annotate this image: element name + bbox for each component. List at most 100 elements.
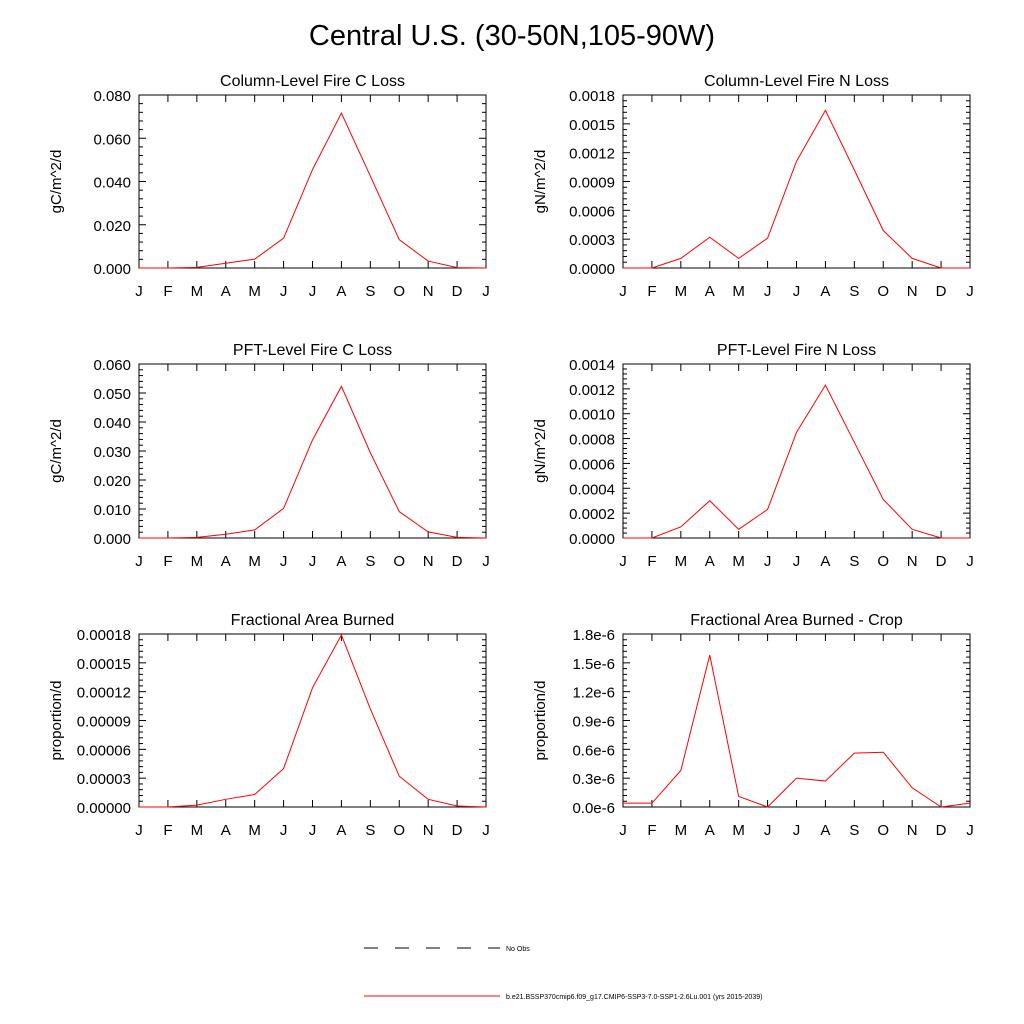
chart-title: Column-Level Fire N Loss — [704, 73, 889, 90]
legend: No Obs b.e21.BSSP370cmip6.f09_g17.CMIP6-S… — [364, 946, 762, 1001]
y-tick-label: 0.0010 — [569, 407, 615, 424]
y-tick-label: 0.0015 — [569, 117, 615, 134]
x-tick-label: J — [619, 553, 627, 570]
x-tick-label: J — [793, 822, 801, 839]
y-tick-label: 0.040 — [93, 175, 131, 192]
x-tick-label: D — [936, 283, 947, 300]
x-tick-label: M — [248, 822, 261, 839]
x-tick-label: F — [163, 553, 172, 570]
x-tick-label: N — [423, 553, 434, 570]
x-tick-label: J — [764, 822, 772, 839]
y-axis-label: gC/m^2/d — [48, 419, 65, 483]
x-tick-label: A — [336, 822, 346, 839]
x-tick-label: F — [163, 283, 172, 300]
page-title: Central U.S. (30-50N,105-90W) — [308, 20, 716, 52]
x-tick-label: M — [248, 283, 261, 300]
x-tick-label: J — [482, 283, 490, 300]
x-tick-label: M — [675, 553, 688, 570]
x-tick-label: J — [619, 283, 627, 300]
y-tick-label: 0.020 — [93, 473, 131, 490]
y-tick-label: 0.050 — [93, 386, 131, 403]
x-tick-label: A — [336, 283, 346, 300]
plot-frame — [622, 94, 971, 269]
x-tick-label: J — [966, 822, 974, 839]
series-line — [139, 633, 487, 808]
y-tick-label: 0.040 — [93, 415, 131, 432]
y-tick-label: 0.0000 — [569, 261, 615, 278]
x-tick-label: J — [309, 283, 317, 300]
x-tick-label: F — [647, 553, 656, 570]
y-tick-label: 0.0008 — [569, 432, 615, 449]
plot-frame — [622, 363, 971, 539]
x-tick-label: O — [393, 822, 405, 839]
y-tick-label: 0.00006 — [77, 742, 131, 759]
x-tick-label: O — [877, 553, 889, 570]
x-tick-label: J — [280, 822, 288, 839]
x-tick-label: A — [820, 283, 830, 300]
y-axis-label: gN/m^2/d — [532, 150, 549, 214]
x-tick-label: M — [732, 553, 745, 570]
x-tick-label: O — [877, 822, 889, 839]
x-tick-label: J — [793, 553, 801, 570]
x-tick-label: J — [482, 553, 490, 570]
y-tick-label: 0.00003 — [77, 771, 131, 788]
x-tick-label: F — [647, 822, 656, 839]
chart-title: PFT-Level Fire C Loss — [233, 342, 392, 359]
chart-title: Fractional Area Burned - Crop — [690, 612, 903, 629]
x-tick-label: M — [191, 553, 204, 570]
x-tick-label: J — [966, 283, 974, 300]
y-axis-label: proportion/d — [532, 680, 549, 760]
x-tick-label: J — [135, 283, 143, 300]
x-tick-label: J — [135, 553, 143, 570]
x-tick-label: S — [849, 822, 859, 839]
y-tick-label: 0.0009 — [569, 175, 615, 192]
x-tick-label: M — [248, 553, 261, 570]
x-tick-label: S — [365, 553, 375, 570]
legend-label-2: b.e21.BSSP370cmip6.f09_g17.CMIP6-SSP3-7.… — [506, 994, 762, 1001]
y-tick-label: 0.00015 — [77, 656, 131, 673]
y-tick-label: 0.0006 — [569, 203, 615, 220]
series-line — [623, 384, 970, 539]
series-line — [139, 385, 487, 539]
x-tick-label: J — [966, 553, 974, 570]
x-tick-label: D — [452, 553, 463, 570]
x-tick-label: J — [482, 822, 490, 839]
series-line — [623, 655, 971, 808]
x-tick-label: A — [705, 553, 715, 570]
x-tick-label: A — [705, 283, 715, 300]
plot-frame — [138, 633, 487, 808]
plot-frame — [138, 363, 487, 539]
x-tick-label: N — [907, 283, 918, 300]
y-tick-label: 0.000 — [93, 261, 131, 278]
y-tick-label: 0.0003 — [569, 232, 615, 249]
legend-label-1: No Obs — [506, 946, 530, 953]
x-tick-label: D — [936, 553, 947, 570]
chart-title: Fractional Area Burned — [231, 612, 395, 629]
x-tick-label: S — [365, 283, 375, 300]
x-tick-label: A — [221, 553, 231, 570]
x-tick-label: A — [705, 822, 715, 839]
y-tick-label: 0.060 — [93, 131, 131, 148]
x-tick-label: J — [793, 283, 801, 300]
x-tick-label: D — [452, 283, 463, 300]
x-tick-label: O — [393, 553, 405, 570]
series-line — [139, 112, 487, 269]
y-tick-label: 1.2e-6 — [572, 685, 615, 702]
y-tick-label: 0.060 — [93, 357, 131, 374]
y-tick-label: 0.9e-6 — [572, 714, 615, 731]
x-tick-label: J — [764, 283, 772, 300]
x-tick-label: J — [619, 822, 627, 839]
chart-title: PFT-Level Fire N Loss — [717, 342, 876, 359]
x-tick-label: D — [936, 822, 947, 839]
x-tick-label: M — [191, 283, 204, 300]
y-tick-label: 0.0018 — [569, 88, 615, 105]
y-axis-label: gN/m^2/d — [532, 419, 549, 483]
x-tick-label: A — [336, 553, 346, 570]
x-tick-label: A — [820, 553, 830, 570]
y-tick-label: 0.6e-6 — [572, 742, 615, 759]
